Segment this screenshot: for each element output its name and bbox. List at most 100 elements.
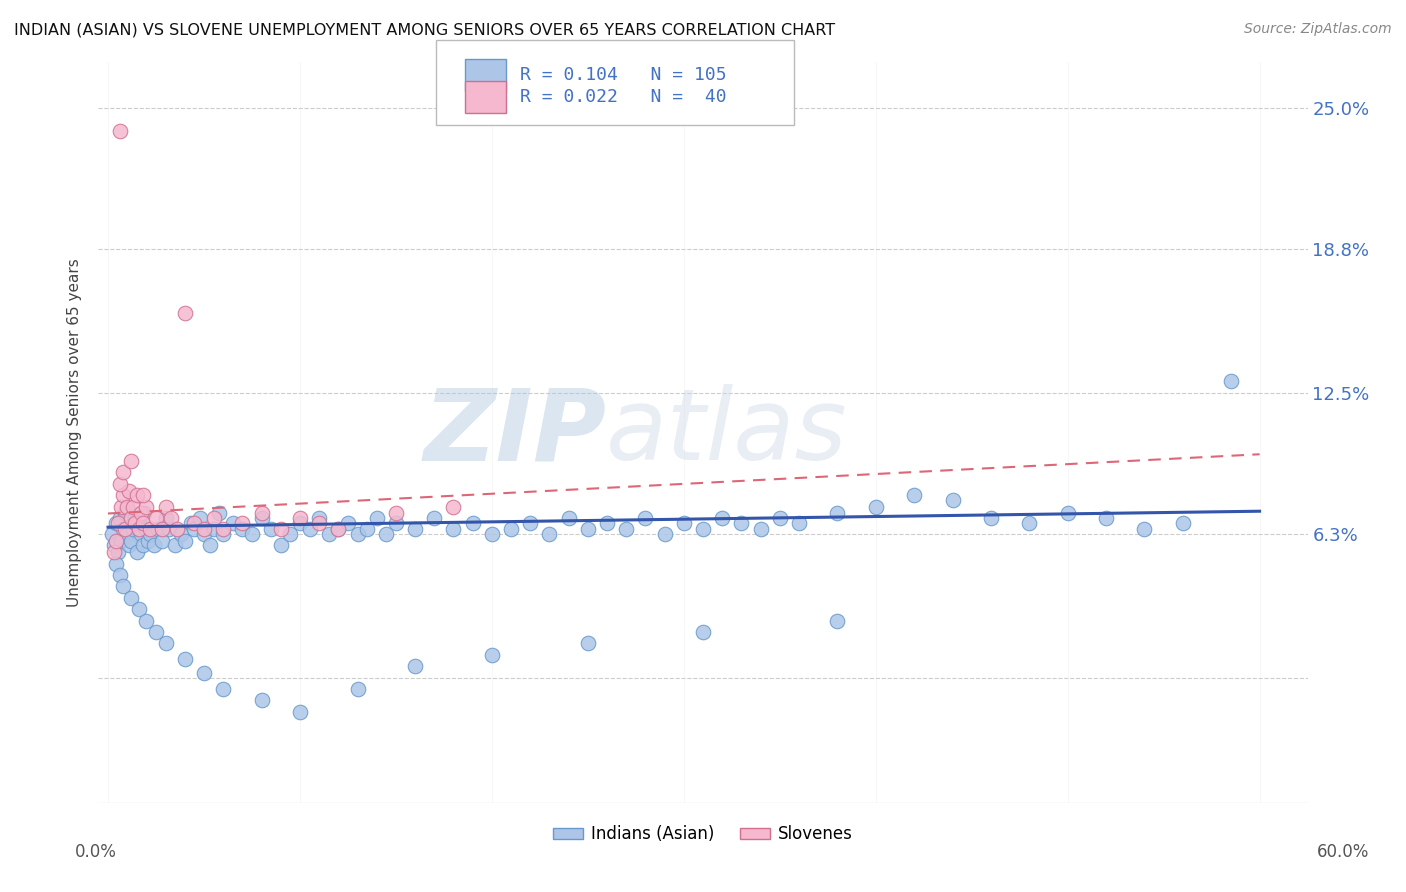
Point xyxy=(250,511,273,525)
Point xyxy=(128,516,150,530)
Point xyxy=(173,652,195,666)
Point xyxy=(250,693,273,707)
Point xyxy=(136,533,159,548)
Point xyxy=(193,665,215,680)
Point xyxy=(112,466,135,480)
Point xyxy=(270,538,292,552)
Point xyxy=(787,516,810,530)
Point xyxy=(145,511,167,525)
Point xyxy=(135,523,157,537)
Point xyxy=(328,523,350,537)
Point xyxy=(346,527,368,541)
Point xyxy=(165,538,187,552)
Point xyxy=(692,624,714,639)
Point xyxy=(980,511,1002,525)
Point xyxy=(115,500,138,514)
Point xyxy=(692,523,714,537)
Point xyxy=(366,511,388,525)
Point xyxy=(101,527,124,541)
Point xyxy=(120,454,142,468)
Point xyxy=(131,538,153,552)
Point xyxy=(298,523,321,537)
Point xyxy=(769,511,792,525)
Point xyxy=(212,527,235,541)
Point xyxy=(576,636,599,650)
Point xyxy=(112,488,135,502)
Point xyxy=(481,527,503,541)
Point xyxy=(145,624,167,639)
Point xyxy=(159,523,181,537)
Point xyxy=(122,523,145,537)
Point xyxy=(308,516,330,530)
Point xyxy=(143,538,166,552)
Point xyxy=(120,533,142,548)
Point xyxy=(120,591,142,605)
Point xyxy=(108,124,131,138)
Point xyxy=(519,516,541,530)
Point xyxy=(903,488,925,502)
Point xyxy=(107,545,129,559)
Point xyxy=(173,306,195,320)
Point xyxy=(538,527,561,541)
Point xyxy=(131,516,153,530)
Point xyxy=(139,527,162,541)
Point xyxy=(576,523,599,537)
Point xyxy=(941,492,963,507)
Point xyxy=(155,500,177,514)
Point xyxy=(150,533,173,548)
Text: 60.0%: 60.0% xyxy=(1316,843,1369,861)
Point xyxy=(110,533,132,548)
Point xyxy=(114,507,136,521)
Point xyxy=(827,614,849,628)
Legend: Indians (Asian), Slovenes: Indians (Asian), Slovenes xyxy=(547,819,859,850)
Point xyxy=(749,523,772,537)
Point xyxy=(146,523,169,537)
Point xyxy=(385,516,408,530)
Point xyxy=(129,507,152,521)
Point xyxy=(865,500,887,514)
Point xyxy=(375,527,398,541)
Point xyxy=(288,516,311,530)
Point xyxy=(198,538,221,552)
Point xyxy=(128,523,150,537)
Point xyxy=(1018,516,1040,530)
Point xyxy=(112,523,135,537)
Point xyxy=(120,511,142,525)
Point xyxy=(231,516,253,530)
Point xyxy=(110,500,132,514)
Point xyxy=(183,523,205,537)
Point xyxy=(104,516,127,530)
Point xyxy=(346,681,368,696)
Point xyxy=(634,511,657,525)
Point xyxy=(288,705,311,719)
Point xyxy=(1219,375,1241,389)
Point xyxy=(125,488,148,502)
Point xyxy=(614,523,637,537)
Point xyxy=(212,523,235,537)
Point xyxy=(827,507,849,521)
Point xyxy=(250,507,273,521)
Text: R = 0.104   N = 105: R = 0.104 N = 105 xyxy=(520,66,727,84)
Point xyxy=(481,648,503,662)
Point xyxy=(108,476,131,491)
Point xyxy=(654,527,676,541)
Point xyxy=(356,523,378,537)
Text: atlas: atlas xyxy=(606,384,848,481)
Point xyxy=(104,557,127,571)
Point xyxy=(173,533,195,548)
Point xyxy=(208,507,231,521)
Point xyxy=(118,483,141,498)
Point xyxy=(114,523,136,537)
Point xyxy=(122,500,145,514)
Point xyxy=(103,538,125,552)
Point xyxy=(118,538,141,552)
Point xyxy=(1056,507,1078,521)
Point xyxy=(730,516,752,530)
Point xyxy=(193,527,215,541)
Point xyxy=(107,516,129,530)
Point xyxy=(104,533,127,548)
Point xyxy=(596,516,619,530)
Point xyxy=(129,527,152,541)
Point xyxy=(134,507,156,521)
Text: Source: ZipAtlas.com: Source: ZipAtlas.com xyxy=(1244,22,1392,37)
